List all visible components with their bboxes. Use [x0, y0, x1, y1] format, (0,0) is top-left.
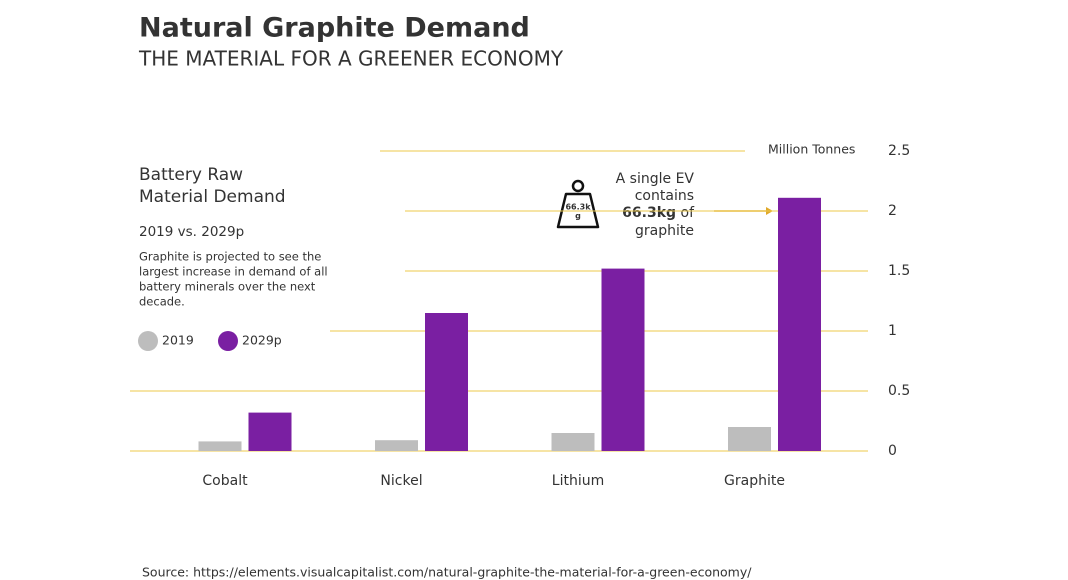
annotation-text: of — [676, 205, 695, 221]
bar — [248, 412, 292, 451]
bar — [425, 313, 468, 451]
bar — [375, 440, 418, 451]
x-tick-label: Nickel — [380, 473, 422, 489]
legend-label: 2019 — [162, 333, 194, 348]
panel-title: Material Demand — [139, 187, 286, 207]
panel-text: largest increase in demand of all — [139, 265, 328, 279]
chart-subtitle: THE MATERIAL FOR A GREENER ECONOMY — [138, 47, 564, 71]
legend-marker — [138, 331, 158, 351]
x-tick-label: Graphite — [724, 473, 785, 489]
annotation-text: contains — [635, 188, 694, 204]
y-tick-label: 2 — [888, 203, 897, 219]
panel-text: Graphite is projected to see the — [139, 250, 321, 264]
bar — [601, 268, 645, 451]
annotation-text: A single EV — [616, 171, 695, 187]
panel-text: battery minerals over the next — [139, 280, 316, 294]
bar — [778, 197, 821, 451]
bar — [551, 433, 595, 451]
y-axis-label: Million Tonnes — [768, 142, 855, 157]
annotation-bold: 66.3kg — [622, 205, 676, 221]
bar — [728, 427, 771, 451]
panel-title: Battery Raw — [139, 165, 243, 185]
y-tick-label: 0.5 — [888, 383, 910, 399]
legend-marker — [218, 331, 238, 351]
panel-period: 2019 vs. 2029p — [139, 224, 244, 240]
y-tick-label: 0 — [888, 443, 897, 459]
y-tick-label: 1.5 — [888, 263, 910, 279]
legend-label: 2029p — [242, 333, 282, 348]
x-tick-label: Lithium — [552, 473, 604, 489]
panel-text: decade. — [139, 295, 185, 309]
icon-label: 66.3k — [565, 203, 591, 212]
bar — [198, 441, 242, 451]
icon-label: g — [575, 212, 581, 221]
source: Source: https://elements.visualcapitalis… — [142, 565, 752, 580]
annotation-text: 66.3kg of — [622, 205, 695, 221]
y-tick-label: 1 — [888, 323, 897, 339]
chart-title: Natural Graphite Demand — [139, 13, 530, 44]
y-tick-label: 2.5 — [888, 143, 910, 159]
legend: 2019 2029p — [138, 331, 282, 351]
x-tick-label: Cobalt — [202, 473, 248, 489]
annotation-text: graphite — [635, 223, 694, 239]
